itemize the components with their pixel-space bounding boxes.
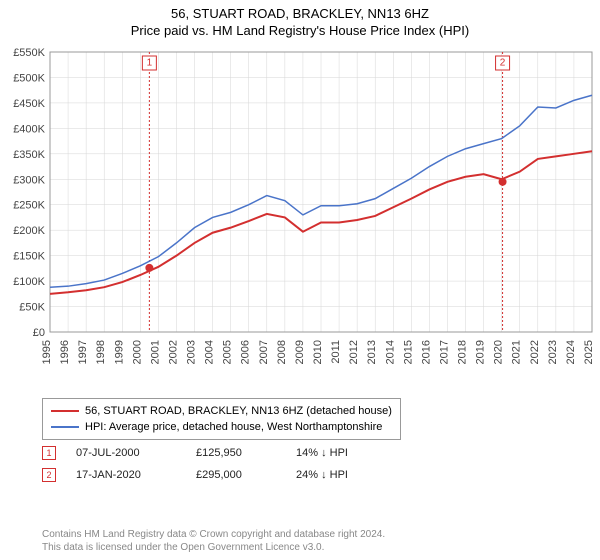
svg-text:2004: 2004	[204, 340, 216, 364]
svg-text:£50K: £50K	[19, 302, 45, 314]
sales-marker-icon: 2	[42, 468, 56, 482]
svg-text:2016: 2016	[420, 340, 432, 364]
legend-label: 56, STUART ROAD, BRACKLEY, NN13 6HZ (det…	[85, 405, 392, 417]
svg-text:2020: 2020	[493, 340, 505, 364]
svg-text:2000: 2000	[131, 340, 143, 364]
svg-text:£150K: £150K	[13, 251, 45, 263]
sales-diff: 14% ↓ HPI	[296, 447, 396, 459]
footer-line: This data is licensed under the Open Gov…	[42, 541, 385, 554]
svg-text:2024: 2024	[565, 340, 577, 364]
title-subtitle: Price paid vs. HM Land Registry's House …	[0, 23, 600, 38]
legend-item: HPI: Average price, detached house, West…	[51, 419, 392, 435]
svg-text:2007: 2007	[258, 340, 270, 364]
svg-text:£350K: £350K	[13, 149, 45, 161]
legend-box: 56, STUART ROAD, BRACKLEY, NN13 6HZ (det…	[42, 398, 401, 440]
svg-text:£300K: £300K	[13, 174, 45, 186]
sales-diff: 24% ↓ HPI	[296, 469, 396, 481]
svg-text:2017: 2017	[438, 340, 450, 364]
svg-text:£400K: £400K	[13, 123, 45, 135]
svg-text:2022: 2022	[529, 340, 541, 364]
svg-text:£500K: £500K	[13, 72, 45, 84]
svg-text:2009: 2009	[294, 340, 306, 364]
sales-date: 17-JAN-2020	[76, 469, 196, 481]
svg-text:1998: 1998	[95, 340, 107, 364]
sales-price: £125,950	[196, 447, 296, 459]
svg-text:1996: 1996	[59, 340, 71, 364]
legend-swatch-icon	[51, 426, 79, 428]
svg-text:2: 2	[500, 58, 506, 69]
svg-text:2013: 2013	[366, 340, 378, 364]
svg-text:1999: 1999	[113, 340, 125, 364]
sales-date: 07-JUL-2000	[76, 447, 196, 459]
sales-marker-icon: 1	[42, 446, 56, 460]
footer-license: Contains HM Land Registry data © Crown c…	[42, 528, 385, 554]
svg-text:2019: 2019	[475, 340, 487, 364]
svg-text:£450K: £450K	[13, 98, 45, 110]
svg-text:2025: 2025	[583, 340, 595, 364]
sales-table: 1 07-JUL-2000 £125,950 14% ↓ HPI 2 17-JA…	[42, 444, 396, 488]
svg-text:£200K: £200K	[13, 225, 45, 237]
sales-row: 2 17-JAN-2020 £295,000 24% ↓ HPI	[42, 466, 396, 484]
svg-text:1997: 1997	[77, 340, 89, 364]
svg-text:£250K: £250K	[13, 200, 45, 212]
title-address: 56, STUART ROAD, BRACKLEY, NN13 6HZ	[0, 6, 600, 21]
svg-text:2010: 2010	[312, 340, 324, 364]
legend-item: 56, STUART ROAD, BRACKLEY, NN13 6HZ (det…	[51, 403, 392, 419]
chart-svg: £0 £50K £100K £150K £200K £250K £300K £350K £400…	[0, 42, 600, 392]
svg-text:2014: 2014	[384, 340, 396, 364]
svg-text:2023: 2023	[547, 340, 559, 364]
svg-text:2008: 2008	[276, 340, 288, 364]
chart-area: £0 £50K £100K £150K £200K £250K £300K £350K £400…	[0, 42, 600, 392]
svg-text:2002: 2002	[167, 340, 179, 364]
svg-text:2001: 2001	[149, 340, 161, 364]
legend-swatch-icon	[51, 410, 79, 412]
footer-line: Contains HM Land Registry data © Crown c…	[42, 528, 385, 541]
sales-row: 1 07-JUL-2000 £125,950 14% ↓ HPI	[42, 444, 396, 462]
svg-text:2018: 2018	[457, 340, 469, 364]
sales-price: £295,000	[196, 469, 296, 481]
svg-text:2012: 2012	[348, 340, 360, 364]
svg-text:1995: 1995	[41, 340, 53, 364]
svg-text:£0: £0	[33, 327, 45, 339]
svg-text:2015: 2015	[402, 340, 414, 364]
svg-text:£100K: £100K	[13, 276, 45, 288]
svg-text:2003: 2003	[186, 340, 198, 364]
svg-text:2006: 2006	[240, 340, 252, 364]
legend-label: HPI: Average price, detached house, West…	[85, 421, 382, 433]
svg-text:2005: 2005	[222, 340, 234, 364]
svg-text:£550K: £550K	[13, 47, 45, 59]
svg-text:1: 1	[147, 58, 153, 69]
svg-text:2021: 2021	[511, 340, 523, 364]
svg-text:2011: 2011	[330, 340, 342, 364]
